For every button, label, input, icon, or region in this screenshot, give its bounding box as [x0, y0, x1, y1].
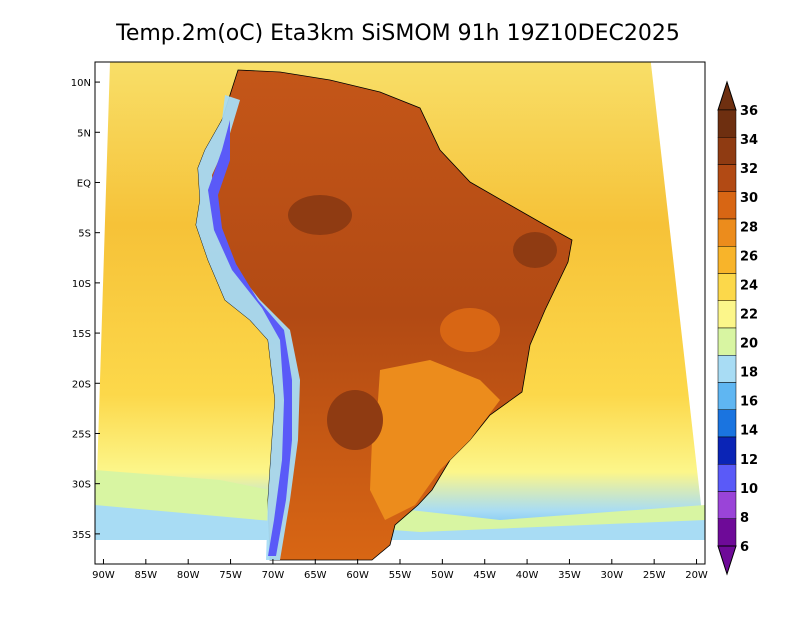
lat-tick-label: 30S	[72, 480, 91, 491]
colorbar-label: 32	[740, 162, 758, 177]
colorbar-label: 18	[740, 366, 758, 381]
lon-tick-label: 80W	[177, 570, 200, 581]
colorbar-label: 10	[740, 482, 758, 497]
lon-tick-label: 50W	[431, 570, 454, 581]
map-panel	[95, 62, 705, 564]
colorbar-swatch	[717, 409, 737, 438]
lon-tick-label: 30W	[600, 570, 623, 581]
colorbar-swatch	[717, 300, 737, 329]
andes-coldest-strip	[208, 120, 292, 556]
colorbar-label: 26	[740, 249, 758, 264]
colorbar-swatch	[717, 191, 737, 220]
colorbar-label: 24	[740, 278, 758, 293]
colorbar-swatch	[717, 518, 737, 547]
lat-tick-label: 10S	[72, 279, 91, 290]
hot-patch-amazon	[288, 195, 352, 235]
colorbar-label: 14	[740, 424, 758, 439]
lon-tick-label: 75W	[219, 570, 242, 581]
lon-tick-label: 85W	[135, 570, 158, 581]
lat-tick-label: 15S	[72, 329, 91, 340]
colorbar-label: 12	[740, 453, 758, 468]
lat-tick-label: 35S	[72, 530, 91, 541]
colorbar-swatch	[717, 491, 737, 519]
colorbar-swatch	[717, 327, 737, 356]
warm-patch-central	[440, 308, 500, 352]
land-warm-area	[370, 360, 500, 520]
colorbar-label: 6	[740, 540, 749, 555]
colorbar-min-arrow	[717, 545, 737, 576]
colorbar-swatch	[717, 218, 737, 247]
lon-tick-label: 90W	[92, 570, 115, 581]
colorbar-swatch	[717, 355, 737, 383]
hot-patch-chaco	[327, 390, 383, 450]
lat-tick-label: 5N	[77, 128, 91, 139]
colorbar-swatch	[717, 382, 737, 410]
longitude-axis: 90W 85W 80W 75W 70W 65W 60W 55W 50W 45W 40W 35W 30W 2…	[92, 559, 708, 581]
colorbar-max-arrow	[717, 80, 737, 111]
colorbar-swatch	[717, 109, 737, 138]
colorbar-swatch	[717, 273, 737, 301]
lat-tick-label: 20S	[72, 379, 91, 390]
lat-tick-label: 5S	[78, 229, 91, 240]
colorbar-label: 8	[740, 511, 749, 526]
colorbar-label: 22	[740, 307, 758, 322]
lon-tick-label: 70W	[262, 570, 285, 581]
colorbar-label: 16	[740, 395, 758, 410]
colorbar-swatch	[717, 137, 737, 165]
lon-tick-label: 60W	[346, 570, 369, 581]
lon-tick-label: 55W	[389, 570, 412, 581]
lon-tick-label: 65W	[304, 570, 327, 581]
ocean-cold-band	[95, 505, 705, 540]
latitude-axis: 10N 5N EQ 5S 10S 15S 20S 25S 30S 35S	[71, 78, 100, 541]
lon-tick-label: 25W	[643, 570, 666, 581]
colorbar-swatch	[717, 246, 737, 274]
map-title: Temp.2m(oC) Eta3km SiSMOM 91h 19Z10DEC20…	[115, 21, 680, 46]
andes-cold-strip	[196, 95, 300, 560]
colorbar-swatch	[717, 164, 737, 192]
lon-tick-label: 20W	[685, 570, 708, 581]
lon-tick-label: 40W	[516, 570, 539, 581]
lat-tick-label: EQ	[77, 178, 91, 189]
lon-tick-label: 35W	[558, 570, 581, 581]
lat-tick-label: 25S	[72, 429, 91, 440]
colorbar-label: 30	[740, 191, 758, 206]
colorbar-label: 36	[740, 104, 758, 119]
colorbar-label: 34	[740, 133, 758, 148]
hot-patch-northeast	[513, 232, 557, 268]
colorbar-swatch	[717, 436, 737, 465]
lat-tick-label: 10N	[71, 78, 91, 89]
colorbar-label: 28	[740, 220, 758, 235]
colorbar-label: 20	[740, 337, 758, 352]
colorbar: 36 34 32 30 28 26 24 22 20 18 16 14 12 10 8 6	[717, 80, 758, 576]
colorbar-swatch	[717, 464, 737, 492]
lon-tick-label: 45W	[473, 570, 496, 581]
